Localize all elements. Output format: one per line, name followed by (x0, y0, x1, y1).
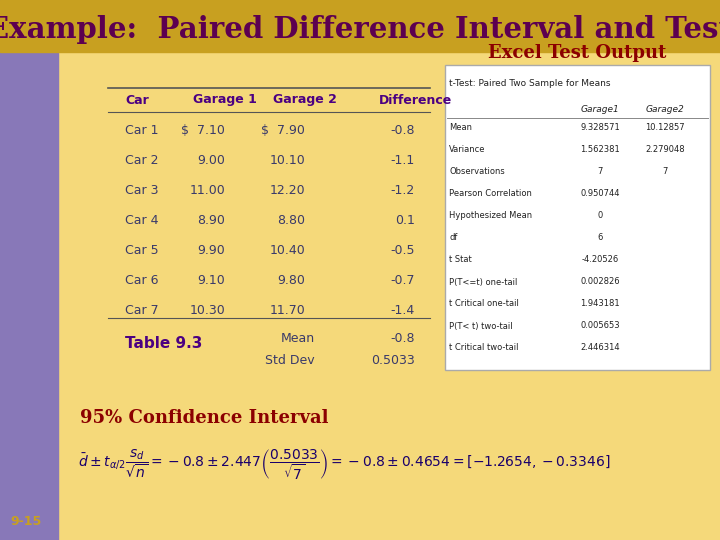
Text: Table 9.3: Table 9.3 (125, 335, 202, 350)
Text: Observations: Observations (449, 167, 505, 177)
Text: Car 5: Car 5 (125, 244, 158, 256)
Text: t Critical one-tail: t Critical one-tail (449, 300, 519, 308)
Text: 2.446314: 2.446314 (580, 343, 620, 353)
Text: -1.2: -1.2 (391, 184, 415, 197)
Text: -0.8: -0.8 (390, 332, 415, 345)
Text: 0.005653: 0.005653 (580, 321, 620, 330)
Text: 8.90: 8.90 (197, 213, 225, 226)
Text: Car: Car (125, 93, 149, 106)
Text: -0.5: -0.5 (390, 244, 415, 256)
Text: -1.1: -1.1 (391, 153, 415, 166)
Text: Hypothesized Mean: Hypothesized Mean (449, 212, 532, 220)
Bar (0, 0, 58, 540)
Text: 9.00: 9.00 (197, 153, 225, 166)
Text: P(T< t) two-tail: P(T< t) two-tail (449, 321, 513, 330)
Text: Pearson Correlation: Pearson Correlation (449, 190, 532, 199)
Text: 95% Confidence Interval: 95% Confidence Interval (80, 409, 328, 427)
Text: 1.562381: 1.562381 (580, 145, 620, 154)
Text: Car 6: Car 6 (125, 273, 158, 287)
Text: 9-15: 9-15 (10, 515, 41, 528)
Text: Car 7: Car 7 (125, 303, 158, 316)
Text: Garage 1: Garage 1 (193, 93, 257, 106)
Text: 10.40: 10.40 (269, 244, 305, 256)
Text: 10.30: 10.30 (189, 303, 225, 316)
Text: 8.80: 8.80 (277, 213, 305, 226)
Text: 9.10: 9.10 (197, 273, 225, 287)
Text: Mean: Mean (449, 124, 472, 132)
Text: Std Dev: Std Dev (266, 354, 315, 367)
Text: Car 1: Car 1 (125, 124, 158, 137)
Text: P(T<=t) one-tail: P(T<=t) one-tail (449, 278, 518, 287)
Text: Difference: Difference (379, 93, 451, 106)
Text: 10.12857: 10.12857 (645, 124, 685, 132)
Text: 11.00: 11.00 (189, 184, 225, 197)
Text: t-Test: Paired Two Sample for Means: t-Test: Paired Two Sample for Means (449, 78, 611, 87)
Text: 2.279048: 2.279048 (645, 145, 685, 154)
Text: 12.20: 12.20 (269, 184, 305, 197)
Text: Garage1: Garage1 (580, 105, 619, 114)
Text: 1.943181: 1.943181 (580, 300, 620, 308)
Text: -0.8: -0.8 (390, 124, 415, 137)
Text: 0.5033: 0.5033 (372, 354, 415, 367)
Text: 0.950744: 0.950744 (580, 190, 620, 199)
Text: -0.7: -0.7 (390, 273, 415, 287)
Text: 11.70: 11.70 (269, 303, 305, 316)
Text: t Critical two-tail: t Critical two-tail (449, 343, 518, 353)
Text: 9.90: 9.90 (197, 244, 225, 256)
Text: 0.1: 0.1 (395, 213, 415, 226)
Text: Car 2: Car 2 (125, 153, 158, 166)
Text: 9.80: 9.80 (277, 273, 305, 287)
Bar (445, 65, 710, 370)
Text: 10.10: 10.10 (269, 153, 305, 166)
Text: Example:  Paired Difference Interval and Test: Example: Paired Difference Interval and … (0, 16, 720, 44)
Text: $  7.90: $ 7.90 (261, 124, 305, 137)
Text: $  7.10: $ 7.10 (181, 124, 225, 137)
Text: Garage 2: Garage 2 (273, 93, 337, 106)
Text: 0.002826: 0.002826 (580, 278, 620, 287)
Text: 7: 7 (662, 167, 667, 177)
Text: -1.4: -1.4 (391, 303, 415, 316)
Text: 7: 7 (598, 167, 603, 177)
Text: Car 3: Car 3 (125, 184, 158, 197)
Bar (0, 0, 720, 52)
Text: -4.20526: -4.20526 (581, 255, 618, 265)
Text: 0: 0 (598, 212, 603, 220)
Text: df: df (449, 233, 457, 242)
Text: 9.328571: 9.328571 (580, 124, 620, 132)
Text: $\bar{d} \pm t_{\alpha/2} \dfrac{s_d}{\sqrt{n}} = -0.8 \pm 2.447 \left( \dfrac{0: $\bar{d} \pm t_{\alpha/2} \dfrac{s_d}{\s… (78, 448, 611, 482)
Text: Variance: Variance (449, 145, 485, 154)
Text: t Stat: t Stat (449, 255, 472, 265)
Text: Car 4: Car 4 (125, 213, 158, 226)
Text: Mean: Mean (281, 332, 315, 345)
Text: Excel Test Output: Excel Test Output (488, 44, 667, 62)
Text: 6: 6 (598, 233, 603, 242)
Text: Garage2: Garage2 (646, 105, 685, 114)
